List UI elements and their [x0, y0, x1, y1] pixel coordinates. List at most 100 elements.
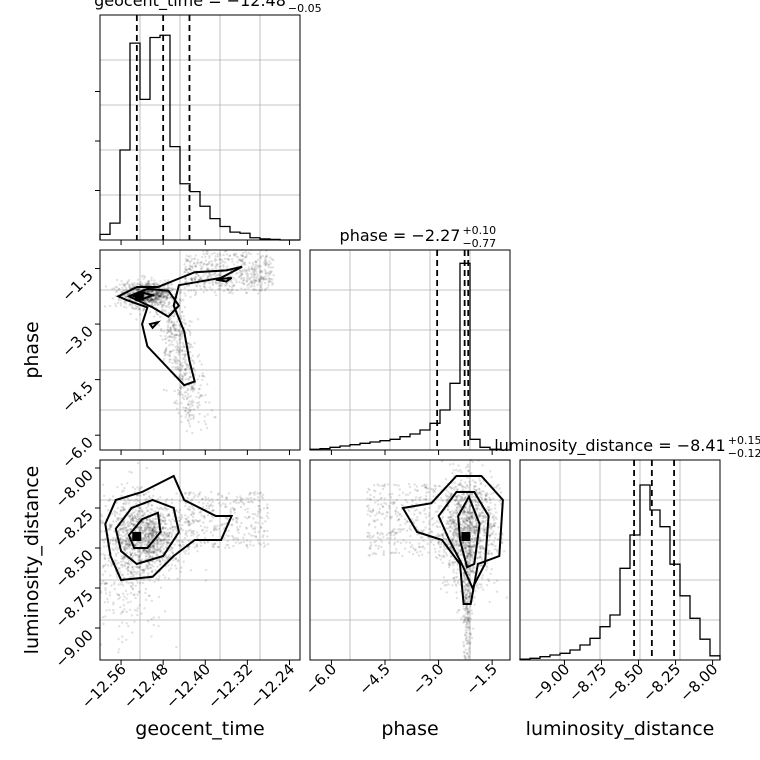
sample-point — [162, 293, 166, 296]
sample-point — [214, 265, 217, 268]
sample-point — [190, 531, 193, 534]
sample-point — [152, 560, 155, 563]
sample-point — [164, 349, 167, 352]
sample-point — [460, 617, 463, 620]
sample-point — [145, 466, 148, 470]
sample-point — [159, 295, 162, 298]
sample-point — [134, 498, 137, 501]
sample-point — [120, 554, 123, 558]
sample-point — [156, 313, 160, 316]
sample-point — [256, 514, 259, 518]
sample-point — [206, 263, 210, 266]
sample-point — [255, 261, 258, 264]
sample-point — [104, 285, 108, 288]
sample-point — [477, 504, 480, 507]
sample-point — [249, 543, 252, 546]
sample-point — [130, 286, 134, 289]
sample-point — [140, 522, 143, 526]
sample-point — [132, 285, 135, 288]
sample-point — [154, 294, 158, 297]
sample-point — [260, 287, 263, 290]
sample-point — [120, 494, 123, 498]
sample-point — [162, 388, 166, 392]
sample-point — [175, 340, 178, 343]
sample-point — [189, 395, 192, 398]
sample-point — [159, 545, 163, 549]
sample-point — [260, 283, 263, 287]
sample-point — [239, 277, 243, 280]
sample-point — [198, 284, 202, 288]
sample-point — [150, 563, 153, 567]
sample-point — [184, 369, 187, 372]
sample-point — [150, 618, 153, 621]
sample-point — [164, 348, 168, 351]
sample-point — [257, 504, 260, 508]
sample-point — [101, 538, 105, 542]
sample-point — [147, 282, 150, 285]
sample-point — [252, 544, 255, 547]
sample-point — [111, 297, 114, 300]
sample-point — [112, 611, 115, 615]
sample-point — [264, 275, 267, 278]
sample-point — [227, 291, 231, 294]
sample-point — [145, 290, 149, 293]
sample-point — [450, 492, 454, 495]
sample-point — [204, 423, 208, 426]
sample-point — [147, 553, 150, 556]
sample-point — [176, 346, 179, 349]
sample-point — [159, 563, 162, 567]
sample-point — [269, 262, 272, 265]
sample-point — [447, 516, 450, 519]
sample-point — [181, 541, 185, 544]
sample-point — [254, 526, 257, 529]
sample-point — [189, 278, 192, 281]
sample-point — [184, 368, 187, 371]
sample-point — [170, 501, 174, 505]
sample-point — [164, 526, 167, 529]
sample-point — [156, 541, 159, 544]
sample-point — [180, 311, 184, 314]
sample-point — [190, 289, 193, 292]
sample-point — [190, 265, 193, 268]
sample-point — [245, 272, 248, 276]
sample-point — [271, 278, 274, 281]
sample-point — [466, 509, 470, 512]
sample-point — [169, 567, 173, 570]
sample-point — [392, 533, 396, 537]
sample-point — [253, 513, 257, 516]
sample-point — [192, 401, 195, 404]
sample-point — [481, 539, 484, 543]
sample-point — [156, 303, 160, 306]
sample-point — [187, 289, 190, 292]
sample-point — [184, 350, 187, 353]
sample-point — [151, 531, 155, 535]
sample-point — [470, 538, 474, 541]
sample-point — [170, 287, 173, 290]
sample-point — [474, 525, 477, 528]
sample-point — [184, 260, 188, 263]
sample-point — [125, 306, 128, 309]
sample-point — [149, 300, 153, 303]
sample-point — [493, 581, 496, 584]
sample-point — [167, 321, 170, 324]
sample-point — [194, 275, 197, 279]
sample-point — [385, 514, 388, 518]
sample-point — [235, 496, 239, 499]
sample-point — [211, 282, 214, 285]
sample-point — [203, 281, 207, 284]
sample-point — [164, 294, 167, 298]
geocent-lumdist-grid — [100, 460, 300, 660]
sample-point — [379, 497, 382, 500]
sample-point — [177, 329, 180, 332]
sample-point — [133, 609, 137, 612]
sample-point — [185, 268, 188, 272]
sample-point — [142, 571, 146, 574]
sample-point — [245, 280, 249, 283]
sample-point — [225, 282, 228, 285]
sample-point — [129, 292, 132, 295]
sample-point — [126, 482, 129, 485]
sample-point — [226, 257, 229, 260]
sample-point — [114, 294, 118, 298]
sample-point — [100, 515, 104, 518]
sample-point — [185, 534, 189, 538]
